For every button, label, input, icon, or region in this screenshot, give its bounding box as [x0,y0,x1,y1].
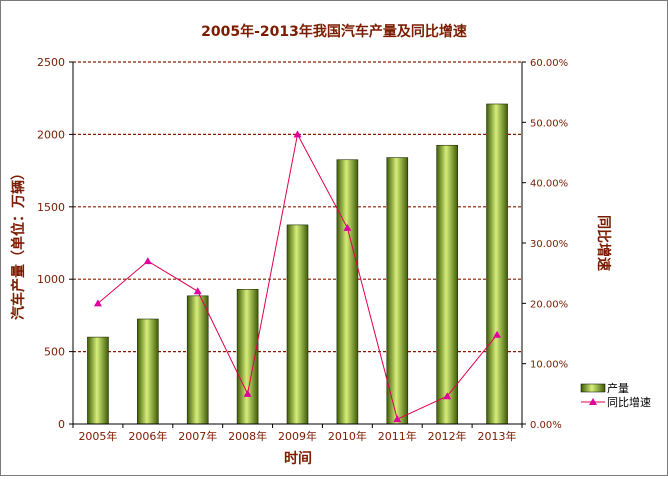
y2-tick-label: 40.00% [530,179,568,190]
x-tick-label: 2008年 [228,429,267,443]
y2-tick-label: 50.00% [530,118,568,129]
x-tick-labels: 2005年 2006年 2007年 2008年 2009年 2010年 2011年 2012年… [78,429,516,443]
x-tick-label: 2007年 [178,429,217,443]
y-tick-label: 1500 [37,201,65,214]
bar [137,318,159,425]
y2-axis-label: 同比增速 [595,215,612,271]
line-point [93,299,102,307]
y-tick-label: 2000 [37,128,65,141]
bar [436,144,458,425]
x-tick-label: 2005年 [78,429,117,443]
y-tick-label: 1000 [37,273,65,286]
x-tick-label: 2011年 [378,429,417,443]
legend-line-marker [589,398,597,405]
bar [186,295,209,425]
legend-bar-swatch [580,383,606,393]
bar [87,336,109,425]
x-tick-label: 2010年 [328,429,367,443]
y2-tick-label: 30.00% [530,239,568,250]
line-point [493,330,502,338]
bar [386,157,409,425]
legend-line-label: 同比增速 [607,395,651,409]
line-series [93,130,502,423]
bar [486,103,508,425]
y2-tick-labels: 0.00% 10.00% 20.00% 30.00% 40.00% 50.00% 60.00… [530,58,568,431]
line-point [393,415,402,423]
line-point [193,287,202,295]
y-axis-label: 汽车产量（单位：万辆） [10,166,27,320]
y2-tick-label: 10.00% [530,360,568,371]
bar [286,224,309,425]
x-tick-label: 2012年 [428,429,467,443]
x-axis-label: 时间 [284,450,312,467]
y-tick-label: 0 [58,418,65,431]
bar [336,159,359,425]
line-point [293,130,302,138]
line-point [343,223,352,231]
y2-tick-label: 60.00% [530,58,568,69]
y2-tick-label: 0.00% [530,420,562,431]
y-tick-labels: 0 500 1000 1500 2000 2500 [37,56,65,431]
line-point [243,389,252,397]
legend: 产量 同比增速 [580,381,651,409]
y2-tick-label: 20.00% [530,299,568,310]
bar-series [87,103,508,425]
line-point [143,257,152,265]
x-tick-label: 2013年 [478,429,517,443]
line-point [443,392,452,400]
legend-bar-label: 产量 [607,381,629,395]
chart-title: 2005年-2013年我国汽车产量及同比增速 [201,23,467,40]
y-tick-label: 500 [44,346,65,359]
x-tick-label: 2009年 [278,429,317,443]
x-tick-label: 2006年 [128,429,167,443]
y-tick-label: 2500 [37,56,65,69]
axes [69,61,526,428]
